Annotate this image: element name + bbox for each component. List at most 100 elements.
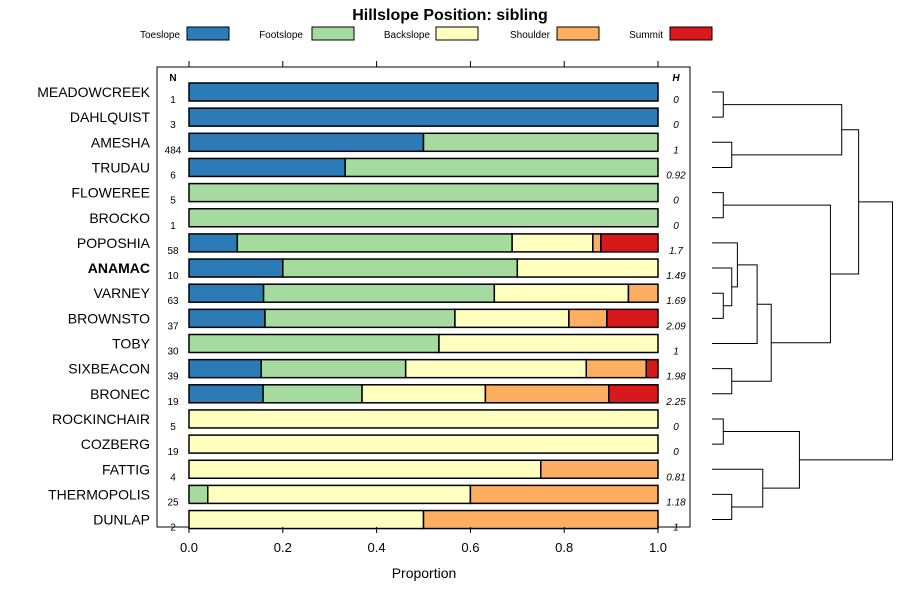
row-label: ANAMAC	[88, 260, 150, 276]
row-label: FATTIG	[102, 461, 150, 477]
legend-swatch	[311, 26, 355, 41]
bar-segment-toeslope	[188, 308, 266, 329]
bar-segment-shoulder	[540, 459, 659, 479]
n-column-header: N	[169, 73, 176, 84]
x-tick-label: 0.8	[555, 540, 573, 555]
row-h-value: 1	[673, 523, 679, 534]
bar-segment-toeslope	[188, 82, 659, 102]
bar-segment-footslope	[260, 358, 407, 379]
bar-segment-shoulder	[585, 358, 648, 379]
bar-segment-shoulder	[568, 308, 608, 329]
bar-segment-toeslope	[188, 358, 262, 379]
legend-label: Shoulder	[510, 30, 551, 41]
dendrogram-branch	[712, 141, 733, 168]
dendrogram-branch	[830, 129, 860, 275]
legend-label: Backslope	[384, 30, 431, 41]
row-h-value: 0.92	[666, 170, 686, 181]
dendrogram-branch	[723, 204, 831, 344]
bar-segment-toeslope	[188, 107, 659, 127]
bar-segment-backslope	[511, 233, 594, 253]
row-label: BRONEC	[90, 386, 150, 402]
row-h-value: 0.81	[666, 472, 685, 483]
row-n-value: 1	[170, 95, 176, 106]
bar-segment-footslope	[188, 333, 440, 354]
row-h-value: 0	[673, 422, 679, 433]
x-tick-label: 0.4	[368, 540, 386, 555]
row-n-value: 58	[167, 246, 179, 257]
dendrogram-branch	[712, 292, 724, 319]
row-label: DAHLQUIST	[70, 109, 151, 125]
row-label: AMESHA	[91, 134, 151, 150]
bar-segment-shoulder	[592, 233, 602, 253]
row-h-value: 1	[673, 145, 679, 156]
dendrogram-branch	[712, 192, 724, 219]
dendrogram-branch	[712, 267, 733, 307]
bar-segment-toeslope	[188, 258, 284, 278]
legend-swatch	[669, 26, 713, 41]
bar-segment-footslope	[422, 132, 659, 153]
row-h-value: 1.49	[666, 271, 686, 282]
row-n-value: 6	[170, 170, 176, 181]
row-label: VARNEY	[93, 285, 150, 301]
row-n-value: 37	[167, 321, 179, 332]
legend-swatch	[186, 26, 230, 41]
bar-segment-backslope	[207, 484, 472, 505]
bar-segment-backslope	[188, 409, 659, 429]
row-h-value: 0	[673, 447, 679, 458]
legend-swatch	[435, 26, 479, 41]
bar-segment-backslope	[493, 283, 630, 303]
legend-label: Footslope	[259, 30, 303, 41]
row-h-value: 0	[673, 196, 679, 207]
row-label: TOBY	[112, 336, 151, 352]
bar-segment-summit	[608, 384, 659, 404]
bar-segment-backslope	[188, 509, 425, 530]
bar-segment-backslope	[361, 384, 487, 404]
bar-segment-toeslope	[188, 233, 239, 253]
bar-segment-footslope	[236, 233, 513, 253]
row-h-value: 0	[673, 95, 679, 106]
legend: Toeslope Footslope Backslope Shoulder Summit	[140, 26, 713, 41]
bar-segment-footslope	[262, 283, 496, 303]
chart-title: Hillslope Position: sibling	[352, 7, 548, 24]
row-label: POPOSHIA	[77, 235, 151, 251]
row-h-value: 1.69	[666, 296, 686, 307]
row-n-value: 30	[167, 347, 179, 358]
bar-segment-backslope	[188, 434, 659, 454]
dendrogram-branch	[712, 264, 758, 344]
row-n-value: 39	[167, 372, 179, 383]
row-h-value: 0	[673, 120, 679, 131]
row-n-value: 3	[170, 120, 176, 131]
bar-segment-footslope	[262, 384, 363, 404]
row-h-value: 2.25	[665, 397, 686, 408]
bar-segment-footslope	[188, 182, 659, 203]
h-column-header: H	[672, 73, 680, 84]
bar-segment-footslope	[344, 157, 659, 178]
bar-segment-shoulder	[484, 384, 610, 404]
dendrogram-branch	[712, 418, 724, 445]
row-label: TRUDAU	[92, 159, 150, 175]
row-label: ROCKINCHAIR	[52, 411, 150, 427]
row-label: MEADOWCREEK	[37, 84, 150, 100]
bar-segment-backslope	[454, 308, 570, 329]
bar-segment-shoulder	[469, 484, 659, 505]
dendrogram-branch	[712, 242, 738, 288]
row-h-value: 1.98	[666, 372, 686, 383]
row-n-value: 4	[170, 472, 176, 483]
bar-segment-backslope	[438, 333, 659, 354]
bar-segment-backslope	[516, 258, 659, 278]
row-h-value: 0	[673, 221, 679, 232]
dendrogram-branch	[799, 201, 893, 461]
dendrogram	[712, 91, 893, 521]
x-axis: 0.0 0.2 0.4 0.6 0.8 1.0	[180, 61, 667, 555]
dendrogram-branch	[712, 493, 733, 521]
bar-segment-shoulder	[627, 283, 659, 303]
x-tick-label: 0.0	[180, 540, 198, 555]
row-h-value: 1.7	[669, 246, 683, 257]
row-label: COZBERG	[81, 436, 150, 452]
dendrogram-branch	[712, 468, 764, 508]
row-label: FLOWEREE	[71, 185, 150, 201]
row-n-value: 19	[167, 397, 179, 408]
row-n-value: 484	[165, 145, 182, 156]
bar-segment-toeslope	[188, 384, 264, 404]
